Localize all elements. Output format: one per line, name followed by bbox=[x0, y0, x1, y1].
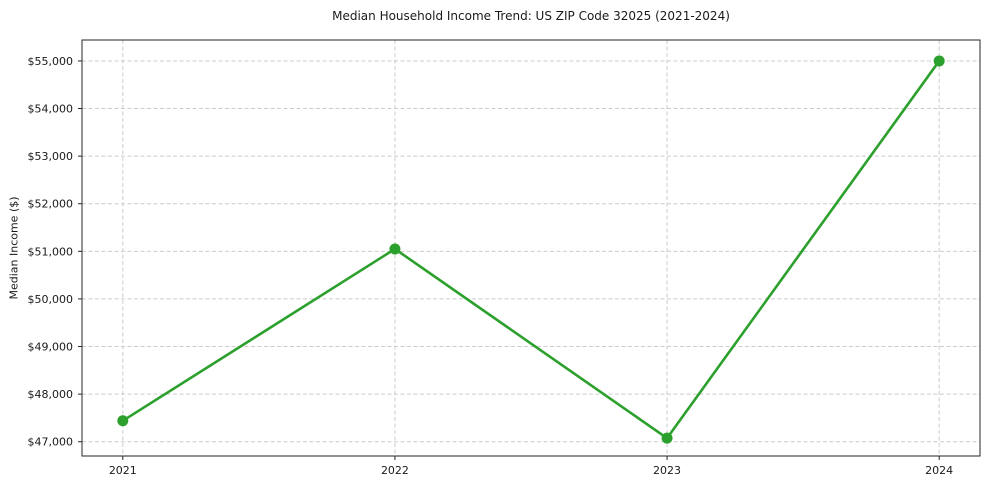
data-point-marker bbox=[117, 415, 129, 427]
x-tick-label: 2024 bbox=[925, 464, 953, 477]
series-line bbox=[121, 59, 941, 440]
y-tick-label: $55,000 bbox=[28, 55, 74, 68]
data-point-marker bbox=[661, 432, 673, 444]
y-tick-label: $48,000 bbox=[28, 388, 74, 401]
plot-border bbox=[81, 39, 981, 457]
y-tick-label: $51,000 bbox=[28, 245, 74, 258]
x-tick-label: 2021 bbox=[109, 464, 137, 477]
y-tick-label: $52,000 bbox=[28, 198, 74, 211]
x-tick-label: 2023 bbox=[653, 464, 681, 477]
y-tick-label: $53,000 bbox=[28, 150, 74, 163]
y-tick-label: $49,000 bbox=[28, 341, 74, 354]
y-tick-label: $54,000 bbox=[28, 103, 74, 116]
y-tick-label: $50,000 bbox=[28, 293, 74, 306]
y-tick-label: $47,000 bbox=[28, 436, 74, 449]
data-point-marker bbox=[389, 243, 401, 255]
chart-title: Median Household Income Trend: US ZIP Co… bbox=[332, 9, 730, 23]
x-tick-label: 2022 bbox=[381, 464, 409, 477]
data-point-marker bbox=[933, 55, 945, 67]
